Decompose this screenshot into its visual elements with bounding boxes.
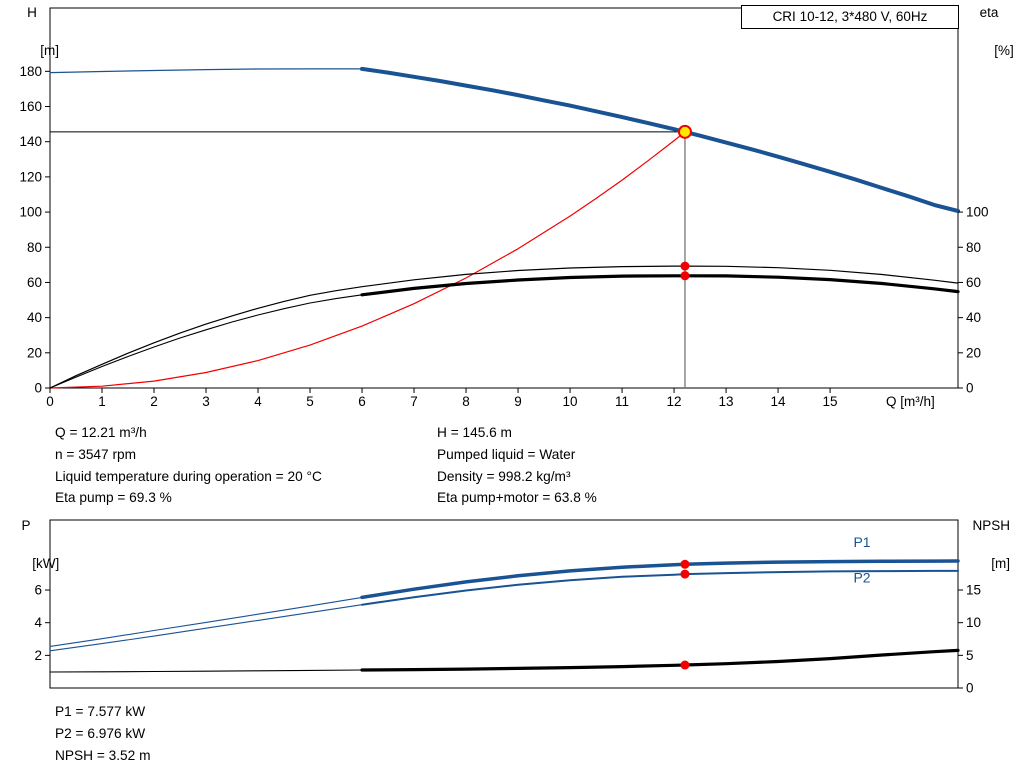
y-left-tick-label: 6 — [34, 583, 42, 598]
p2-curve — [361, 569, 959, 606]
p-axis-title-line1: P — [21, 518, 31, 533]
result-liquid-temperature: Liquid temperature during operation = 20… — [55, 468, 322, 484]
plot-border — [49, 7, 959, 389]
y-left-tick-label: 2 — [34, 648, 42, 663]
y-left-tick-label: 120 — [19, 169, 42, 184]
y-left-tick-label: 20 — [27, 345, 42, 360]
y-left-tick-label: 60 — [27, 275, 42, 290]
x-tick-label: 2 — [150, 394, 158, 409]
result-flow: Q = 12.21 m³/h — [55, 425, 147, 440]
result-p2: P2 = 6.976 kW — [55, 725, 146, 741]
p1-curve-preceding — [49, 596, 363, 647]
y-left-tick-label: 100 — [19, 205, 42, 220]
p1-curve — [360, 559, 960, 600]
result-eta-pump-motor: Eta pump+motor = 63.8 % — [437, 490, 597, 506]
result-npsh: NPSH = 3.52 m — [55, 747, 151, 763]
result-density: Density = 998.2 kg/m³ — [437, 468, 571, 484]
pump-model-title: CRI 10-12, 3*480 V, 60Hz — [741, 5, 959, 29]
y-right-tick-label: 100 — [966, 205, 989, 220]
x-tick-label: 4 — [254, 394, 262, 409]
npsh-axis-title-line2: [m] — [991, 556, 1010, 571]
results-bottom-column: P1 = 7.577 kW P2 = 6.976 kW NPSH = 3.52 … — [55, 701, 150, 766]
y-right-tick-label: 40 — [966, 310, 981, 325]
y-left-tick-label: 4 — [34, 615, 42, 630]
npsh-axis-title: NPSH [m] — [962, 516, 1010, 573]
head-curve-preceding — [49, 68, 363, 74]
x-tick-label: 7 — [410, 394, 418, 409]
eta-pump-point — [680, 261, 690, 271]
x-tick-label: 11 — [615, 394, 629, 409]
y-left-tick-label: 180 — [19, 64, 42, 79]
system-curve — [49, 131, 686, 389]
p-axis-title: P [kW] — [6, 516, 59, 573]
p1-point — [680, 559, 690, 569]
p2-curve-preceding — [49, 604, 363, 652]
npsh-point — [680, 660, 690, 670]
x-tick-label: 9 — [514, 394, 522, 409]
curve-label-p2: P2 — [853, 570, 870, 586]
eta-pump-motor-curve-preceding — [49, 294, 363, 389]
y-left-tick-label: 140 — [19, 134, 42, 149]
result-speed: n = 3547 rpm — [55, 446, 137, 462]
result-p1: P1 = 7.577 kW — [55, 704, 146, 719]
result-head: H = 145.6 m — [437, 425, 512, 440]
y-right-tick-label: 0 — [966, 681, 974, 696]
y-right-tick-label: 15 — [966, 583, 981, 598]
y-left-tick-label: 0 — [34, 381, 42, 396]
h-axis-title: H [m] — [14, 3, 59, 60]
x-tick-label: 0 — [46, 394, 54, 409]
y-left-tick-label: 80 — [27, 240, 42, 255]
y-right-tick-label: 10 — [966, 615, 981, 630]
result-pumped-liquid: Pumped liquid = Water — [437, 446, 576, 462]
y-left-tick-label: 160 — [19, 99, 42, 114]
h-axis-title-line2: [m] — [40, 43, 60, 58]
x-axis-title: Q [m³/h] — [886, 394, 935, 409]
result-eta-pump: Eta pump = 69.3 % — [55, 490, 172, 506]
y-right-tick-label: 60 — [966, 275, 981, 290]
npsh-axis-title-line1: NPSH — [972, 518, 1010, 533]
x-tick-label: 10 — [563, 394, 578, 409]
qh-chart-canvas: 0 1 2 3 4 5 6 7 8 9 10 11 12 13 14 15020406080100120140… — [19, 7, 989, 409]
eta-pump-motor-curve — [360, 274, 960, 297]
x-tick-label: 6 — [358, 394, 366, 409]
eta-axis-title-line2: [%] — [994, 43, 1014, 58]
y-right-tick-label: 0 — [966, 381, 974, 396]
eta-pump-motor-point — [680, 271, 690, 281]
y-right-tick-label: 5 — [966, 648, 974, 663]
x-tick-label: 14 — [771, 394, 787, 409]
head-curve — [360, 66, 960, 213]
h-axis-title-line1: H — [27, 5, 37, 20]
power-chart-canvas: 2 4 6 0 5 10 15 P1 P2 — [34, 519, 981, 696]
operating-point — [677, 124, 692, 139]
results-left-column: Q = 12.21 m³/h n = 3547 rpm Liquid tempe… — [55, 422, 322, 509]
x-tick-label: 12 — [667, 394, 682, 409]
x-tick-label: 8 — [462, 394, 470, 409]
y-right-tick-label: 80 — [966, 240, 981, 255]
y-right-tick-label: 20 — [966, 345, 981, 360]
eta-axis-title: eta [%] — [968, 3, 1014, 60]
x-tick-label: 5 — [306, 394, 314, 409]
x-tick-label: 1 — [98, 394, 106, 409]
x-tick-label: 13 — [719, 394, 734, 409]
plot-border — [49, 519, 959, 689]
x-tick-label: 15 — [823, 394, 838, 409]
results-right-column: H = 145.6 m Pumped liquid = Water Densit… — [437, 422, 597, 509]
p-axis-title-line2: [kW] — [32, 556, 60, 571]
curve-label-p1: P1 — [853, 534, 870, 550]
npsh-curve-preceding — [49, 669, 363, 673]
p2-point — [680, 569, 690, 579]
x-tick-label: 3 — [202, 394, 210, 409]
eta-pump-curve — [49, 265, 959, 389]
y-left-tick-label: 40 — [27, 310, 42, 325]
npsh-curve — [360, 648, 960, 672]
eta-axis-title-line1: eta — [979, 5, 999, 20]
